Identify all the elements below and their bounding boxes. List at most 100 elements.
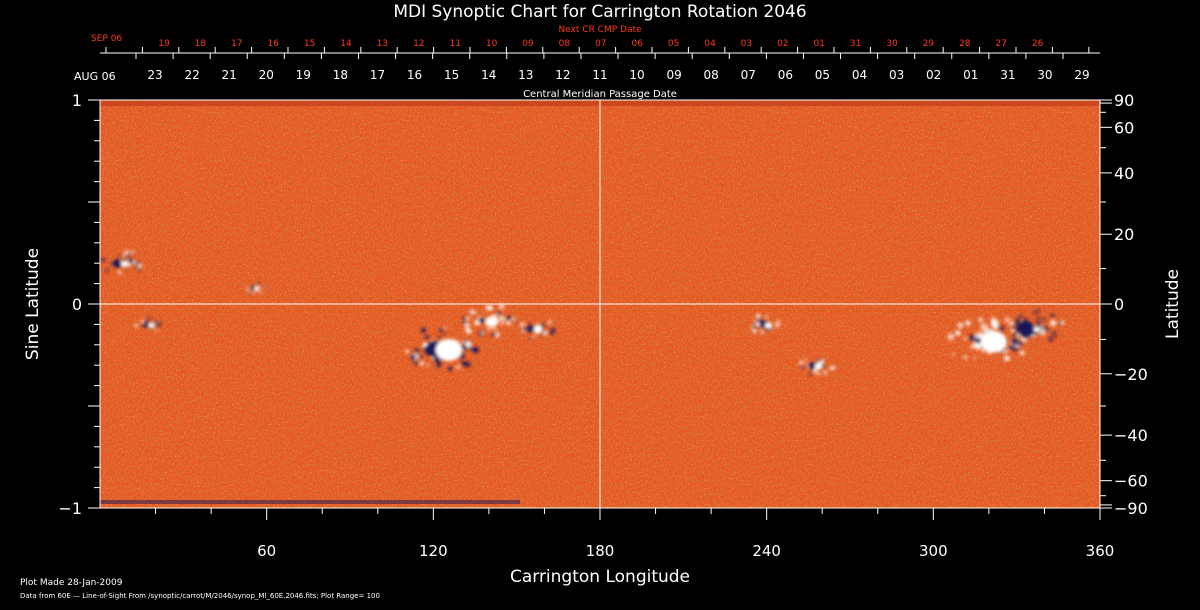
- flux-speckle: [970, 344, 974, 349]
- flux-speckle: [1043, 325, 1047, 329]
- positive-polarity: [121, 261, 128, 268]
- flux-speckle: [132, 260, 135, 263]
- active-region: [1001, 309, 1065, 347]
- positive-polarity: [254, 286, 260, 292]
- flux-speckle: [532, 335, 536, 338]
- flux-speckle: [972, 343, 977, 348]
- flux-speckle: [252, 292, 255, 295]
- cmp-date-label: 17: [370, 68, 385, 82]
- cmp-date-label: 10: [629, 68, 644, 82]
- flux-speckle: [424, 334, 430, 341]
- flux-speckle: [246, 287, 249, 290]
- positive-polarity: [435, 338, 462, 361]
- next-cr-date-label: 10: [486, 39, 498, 49]
- cmp-month-label: AUG 06: [74, 70, 116, 83]
- flux-speckle: [955, 330, 961, 336]
- flux-speckle: [776, 319, 781, 324]
- y-right-tick-label: 20: [1114, 225, 1134, 244]
- cmp-date-label: 05: [815, 68, 830, 82]
- flux-speckle: [823, 370, 828, 375]
- cmp-date-label: 06: [778, 68, 793, 82]
- cmp-date-label: 01: [963, 68, 978, 82]
- next-cr-date-label: 04: [704, 39, 716, 49]
- flux-speckle: [1015, 332, 1021, 338]
- flux-speckle: [159, 320, 162, 324]
- negative-polarity: [759, 321, 766, 328]
- flux-speckle: [494, 331, 501, 338]
- active-region: [947, 316, 1032, 362]
- flux-speckle: [140, 323, 144, 328]
- next-cr-date-label: 28: [959, 39, 971, 49]
- negative-polarity: [808, 362, 816, 369]
- flux-speckle: [513, 319, 517, 323]
- flux-speckle: [819, 360, 824, 364]
- flux-speckle: [264, 286, 267, 289]
- flux-speckle: [990, 318, 999, 327]
- flux-speckle: [1011, 326, 1016, 330]
- flux-speckle: [464, 361, 471, 368]
- cmp-date-label: 19: [296, 68, 311, 82]
- flux-speckle: [257, 282, 260, 285]
- cmp-date-label: 18: [333, 68, 348, 82]
- flux-speckle: [772, 327, 775, 330]
- flux-speckle: [420, 361, 425, 366]
- flux-speckle: [1039, 329, 1046, 336]
- flux-speckle: [135, 260, 138, 263]
- cmp-date-label: 15: [444, 68, 459, 82]
- x-tick-label: 360: [1086, 542, 1115, 560]
- flux-speckle: [130, 250, 135, 255]
- flux-speckle: [444, 334, 447, 337]
- cmp-date-label: 29: [1074, 68, 1089, 82]
- flux-speckle: [436, 362, 441, 368]
- flux-speckle: [404, 349, 409, 354]
- flux-speckle: [500, 321, 505, 325]
- cmp-date-label: 07: [741, 68, 756, 82]
- next-cr-date-label: 03: [741, 39, 752, 49]
- cmp-date-label: 31: [1000, 68, 1015, 82]
- flux-speckle: [523, 326, 528, 331]
- flux-speckle: [973, 356, 977, 359]
- flux-speckle: [543, 331, 548, 336]
- flux-speckle: [134, 323, 139, 328]
- next-cr-date-label: 09: [522, 39, 534, 49]
- next-cr-date-label: 05: [668, 39, 679, 49]
- flux-speckle: [137, 267, 141, 271]
- flux-speckle: [1019, 314, 1023, 318]
- cmp-date-label: 22: [184, 68, 199, 82]
- active-region: [520, 320, 556, 340]
- active-region: [404, 326, 479, 372]
- flux-speckle: [764, 315, 769, 319]
- y-axis-label-right: Latitude: [1163, 269, 1183, 339]
- chart-title: MDI Synoptic Chart for Carrington Rotati…: [393, 2, 806, 22]
- flux-speckle: [470, 313, 473, 317]
- flux-speckle: [551, 328, 555, 332]
- flux-speckle: [1023, 335, 1028, 339]
- negative-polarity: [143, 321, 150, 327]
- negative-polarity: [527, 325, 536, 332]
- flux-speckle: [1010, 329, 1014, 333]
- next-cr-date-label: 17: [231, 39, 242, 49]
- flux-speckle: [1011, 338, 1018, 345]
- flux-speckle: [497, 312, 501, 317]
- flux-speckle: [439, 327, 444, 333]
- y-axis-label-left: Sine Latitude: [23, 248, 43, 360]
- flux-speckle: [498, 317, 502, 321]
- flux-speckle: [991, 316, 995, 320]
- next-cr-date-label: 08: [559, 39, 571, 49]
- y-right-tick-label: −20: [1114, 365, 1148, 384]
- flux-speckle: [1001, 329, 1004, 332]
- next-cr-cmp-label: Next CR CMP Date: [558, 25, 642, 35]
- flux-speckle: [100, 257, 106, 263]
- flux-speckle: [760, 330, 764, 334]
- flux-speckle: [472, 346, 479, 354]
- flux-speckle: [806, 366, 809, 369]
- x-tick-label: 180: [586, 542, 615, 560]
- next-cr-date-label: 01: [813, 39, 824, 49]
- next-cr-date-label: 12: [413, 39, 424, 49]
- flux-speckle: [460, 340, 464, 344]
- cmp-date-label: 23: [147, 68, 162, 82]
- cmp-date-label: 30: [1037, 68, 1052, 82]
- positive-polarity: [814, 362, 823, 370]
- positive-polarity: [148, 322, 155, 329]
